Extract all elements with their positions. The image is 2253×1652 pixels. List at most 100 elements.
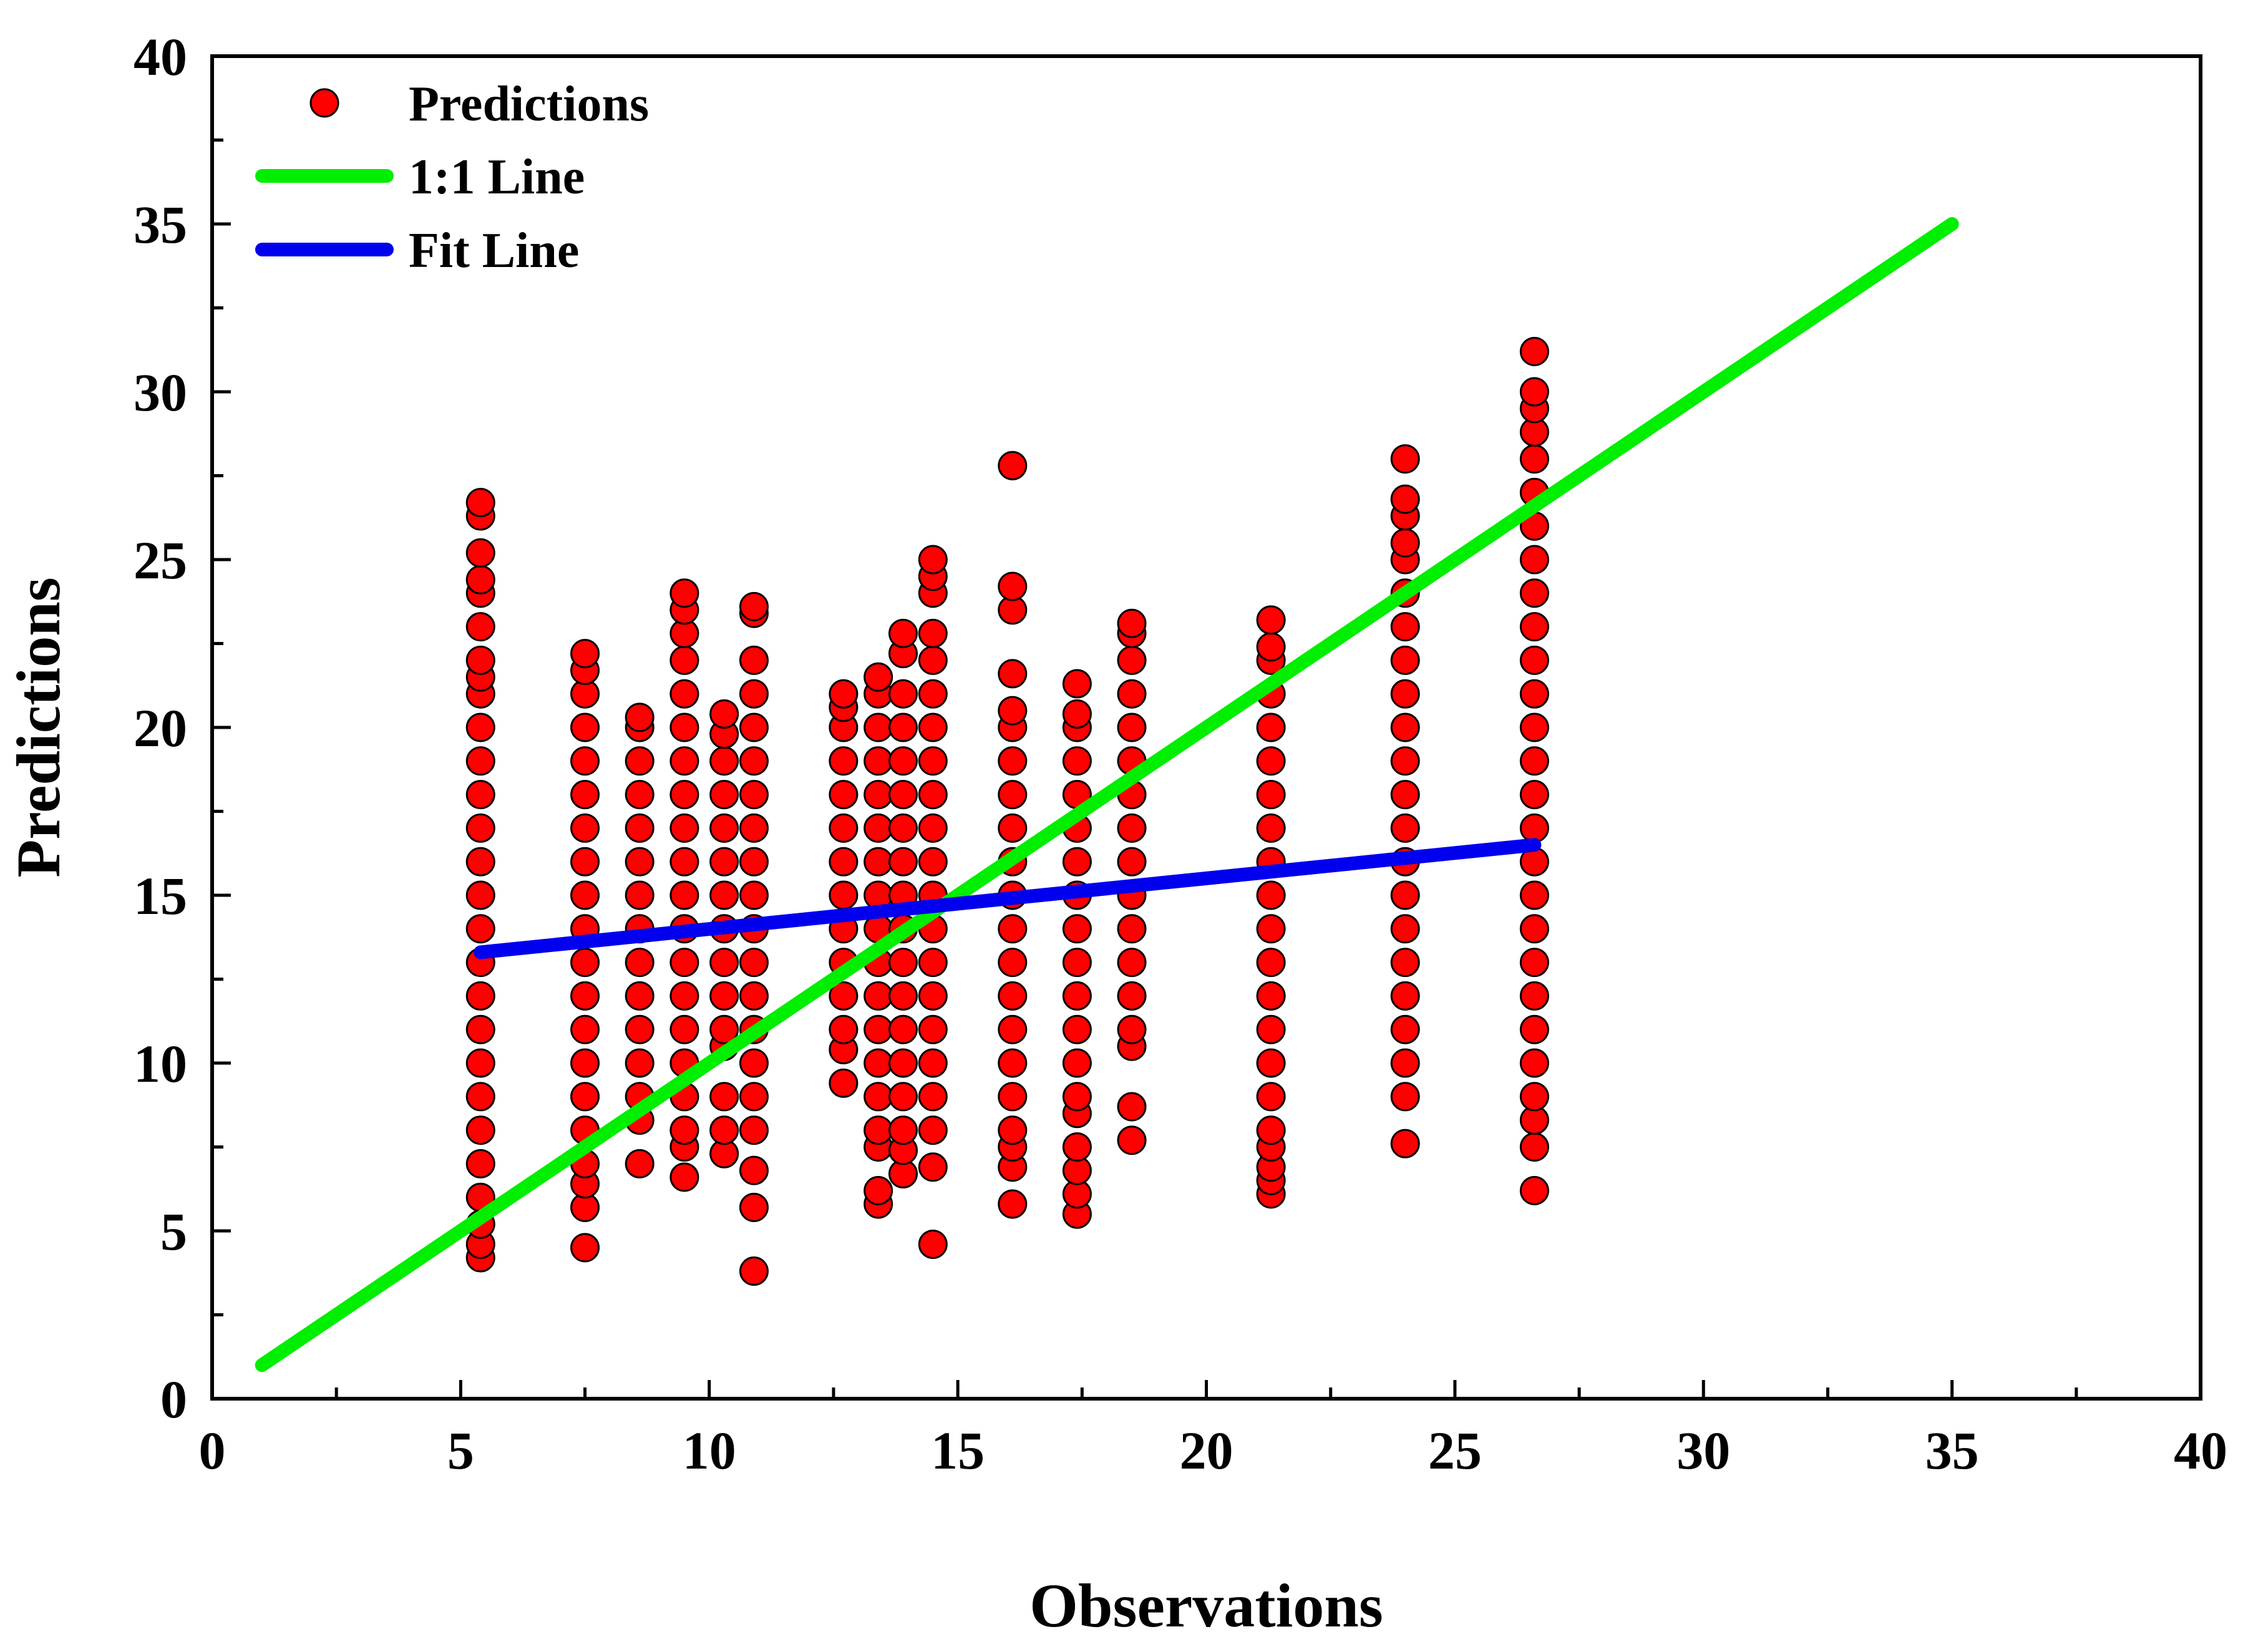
prediction-point <box>625 1149 654 1178</box>
prediction-point <box>669 780 699 810</box>
prediction-point <box>998 948 1028 978</box>
prediction-point <box>998 696 1028 726</box>
prediction-point <box>739 880 769 910</box>
prediction-point <box>1519 545 1549 575</box>
prediction-point <box>888 679 918 709</box>
prediction-point <box>669 813 699 843</box>
x-tick-label: 10 <box>683 1421 736 1480</box>
prediction-point <box>625 948 654 978</box>
prediction-point <box>1117 948 1147 978</box>
prediction-point <box>918 1082 948 1112</box>
prediction-point <box>1519 813 1549 843</box>
prediction-point <box>739 1155 769 1185</box>
prediction-point <box>570 981 600 1011</box>
prediction-point <box>1062 746 1092 776</box>
prediction-point <box>669 847 699 877</box>
prediction-point <box>465 1115 495 1145</box>
prediction-point <box>739 847 769 877</box>
prediction-point <box>625 1014 654 1044</box>
prediction-point <box>998 659 1028 689</box>
prediction-point <box>739 746 769 776</box>
prediction-point <box>709 780 739 810</box>
prediction-point <box>1062 1048 1092 1078</box>
prediction-point <box>669 948 699 978</box>
prediction-point <box>570 880 600 910</box>
prediction-point <box>998 1014 1028 1044</box>
prediction-point <box>1390 612 1420 642</box>
prediction-point <box>669 578 699 608</box>
prediction-point <box>1519 1132 1549 1162</box>
prediction-point <box>465 847 495 877</box>
prediction-point <box>709 1014 739 1044</box>
prediction-point <box>1062 669 1092 699</box>
prediction-point <box>669 645 699 675</box>
legend-marker-predictions <box>309 88 339 118</box>
prediction-point <box>829 880 859 910</box>
prediction-point <box>1519 612 1549 642</box>
prediction-point <box>1117 608 1147 638</box>
x-tick-label: 25 <box>1428 1421 1482 1480</box>
prediction-point <box>1519 948 1549 978</box>
x-tick-label: 35 <box>1925 1421 1979 1480</box>
prediction-point <box>709 880 739 910</box>
prediction-point <box>1256 780 1286 810</box>
prediction-point <box>998 1048 1028 1078</box>
prediction-point <box>829 847 859 877</box>
prediction-point <box>465 780 495 810</box>
y-tick-label: 0 <box>160 1369 187 1429</box>
prediction-point <box>864 1175 893 1205</box>
prediction-point <box>625 780 654 810</box>
prediction-point <box>1117 981 1147 1011</box>
prediction-point <box>1062 1082 1092 1112</box>
prediction-point <box>1256 914 1286 944</box>
prediction-point <box>570 948 600 978</box>
prediction-point <box>998 1082 1028 1112</box>
prediction-point <box>465 488 495 518</box>
prediction-point <box>1519 1014 1549 1044</box>
prediction-point <box>1256 1082 1286 1112</box>
prediction-point <box>1390 914 1420 944</box>
prediction-point <box>829 1014 859 1044</box>
prediction-point <box>1390 746 1420 776</box>
prediction-point <box>1117 712 1147 742</box>
prediction-point <box>888 1082 918 1112</box>
prediction-point <box>1062 699 1092 729</box>
prediction-point <box>829 746 859 776</box>
prediction-point <box>1519 981 1549 1011</box>
prediction-point <box>1390 813 1420 843</box>
prediction-point <box>1062 914 1092 944</box>
prediction-point <box>918 981 948 1011</box>
prediction-point <box>625 847 654 877</box>
prediction-point <box>918 847 948 877</box>
prediction-point <box>888 712 918 742</box>
y-tick-label: 20 <box>134 698 187 758</box>
prediction-point <box>570 746 600 776</box>
prediction-point <box>709 699 739 729</box>
prediction-point <box>888 981 918 1011</box>
prediction-point <box>465 1149 495 1178</box>
prediction-point <box>918 1230 948 1260</box>
prediction-point <box>918 618 948 648</box>
prediction-point <box>1117 847 1147 877</box>
prediction-point <box>1117 679 1147 709</box>
legend: Predictions 1:1 Line Fit Line <box>255 77 649 278</box>
prediction-point <box>1519 679 1549 709</box>
prediction-point <box>888 813 918 843</box>
prediction-point <box>998 450 1028 480</box>
prediction-point <box>570 813 600 843</box>
prediction-point <box>864 1014 893 1044</box>
prediction-point <box>1062 1132 1092 1162</box>
prediction-point <box>1390 880 1420 910</box>
prediction-point <box>829 981 859 1011</box>
prediction-point <box>465 1048 495 1078</box>
prediction-point <box>709 813 739 843</box>
prediction-point <box>739 813 769 843</box>
prediction-point <box>864 662 893 692</box>
prediction-point <box>739 1115 769 1145</box>
prediction-point <box>570 1233 600 1263</box>
prediction-point <box>570 639 600 669</box>
prediction-point <box>1256 1048 1286 1078</box>
prediction-point <box>1256 813 1286 843</box>
prediction-point <box>1519 880 1549 910</box>
prediction-point <box>918 813 948 843</box>
